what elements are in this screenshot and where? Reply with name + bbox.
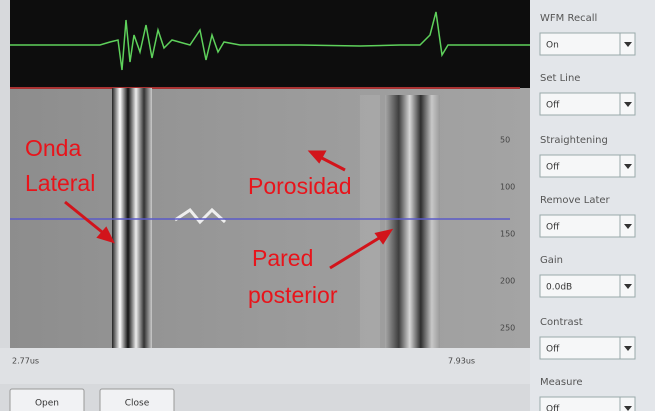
dropdown[interactable] [539, 154, 636, 178]
depth-label: 250 [500, 324, 515, 333]
backwall-echo [385, 95, 440, 348]
dropdown-value: Off [546, 163, 560, 173]
time-bar [0, 348, 530, 384]
dropdown-arrow [624, 224, 632, 229]
b-scan [10, 88, 530, 348]
dropdown-value: Off [546, 101, 560, 111]
time-start: 2.77us [12, 357, 39, 366]
button[interactable] [99, 388, 175, 411]
a-scan [10, 0, 530, 88]
annotation: Onda [25, 135, 81, 161]
setting-label: Contrast [540, 317, 583, 328]
dropdown-arrow [624, 406, 632, 411]
panel-items: WFM Recall On Set Line Off Straightening Off R… [539, 13, 636, 411]
setting-label: Measure [540, 377, 583, 388]
annotation: Lateral [25, 170, 95, 196]
lateral-wave [112, 88, 152, 348]
dropdown[interactable] [539, 92, 636, 116]
dropdown-value: 0.0dB [546, 283, 572, 293]
dropdown-value: Off [546, 405, 560, 411]
dropdown-value: On [546, 41, 559, 51]
buttons: Open Close [9, 388, 175, 411]
dropdown-arrow [624, 346, 632, 351]
depth-label: 100 [500, 183, 515, 192]
button[interactable] [9, 388, 85, 411]
dropdown-value: Off [546, 223, 560, 233]
annotation: Porosidad [248, 173, 352, 199]
dropdown-arrow [624, 164, 632, 169]
defect [174, 207, 227, 225]
setting-label: Straightening [540, 135, 608, 146]
dropdown[interactable] [539, 214, 636, 238]
depth-label: 50 [500, 136, 510, 145]
annotation: posterior [248, 282, 338, 308]
dropdown[interactable] [539, 32, 636, 56]
depth-label: 200 [500, 277, 515, 286]
dropdown-arrow [624, 42, 632, 47]
arrows [64, 150, 394, 270]
dropdown[interactable] [539, 396, 636, 411]
dropdown-value: Off [546, 345, 560, 355]
annotation: Pared [252, 245, 313, 271]
echo-shade [360, 95, 380, 348]
button-label: Close [125, 399, 150, 409]
setting-label: Remove Later [540, 195, 611, 206]
dropdown[interactable] [539, 274, 636, 298]
depth-scale: 50 100 150 200 250 [500, 136, 515, 333]
dropdown[interactable] [539, 336, 636, 360]
button-label: Open [35, 399, 59, 409]
setting-label: Set Line [540, 73, 580, 84]
setting-label: Gain [540, 255, 563, 266]
time-end: 7.93us [448, 357, 475, 366]
dropdown-arrow [624, 102, 632, 107]
setting-label: WFM Recall [540, 13, 597, 24]
dropdown-arrow [624, 284, 632, 289]
waveform [10, 11, 530, 71]
depth-label: 150 [500, 230, 515, 239]
